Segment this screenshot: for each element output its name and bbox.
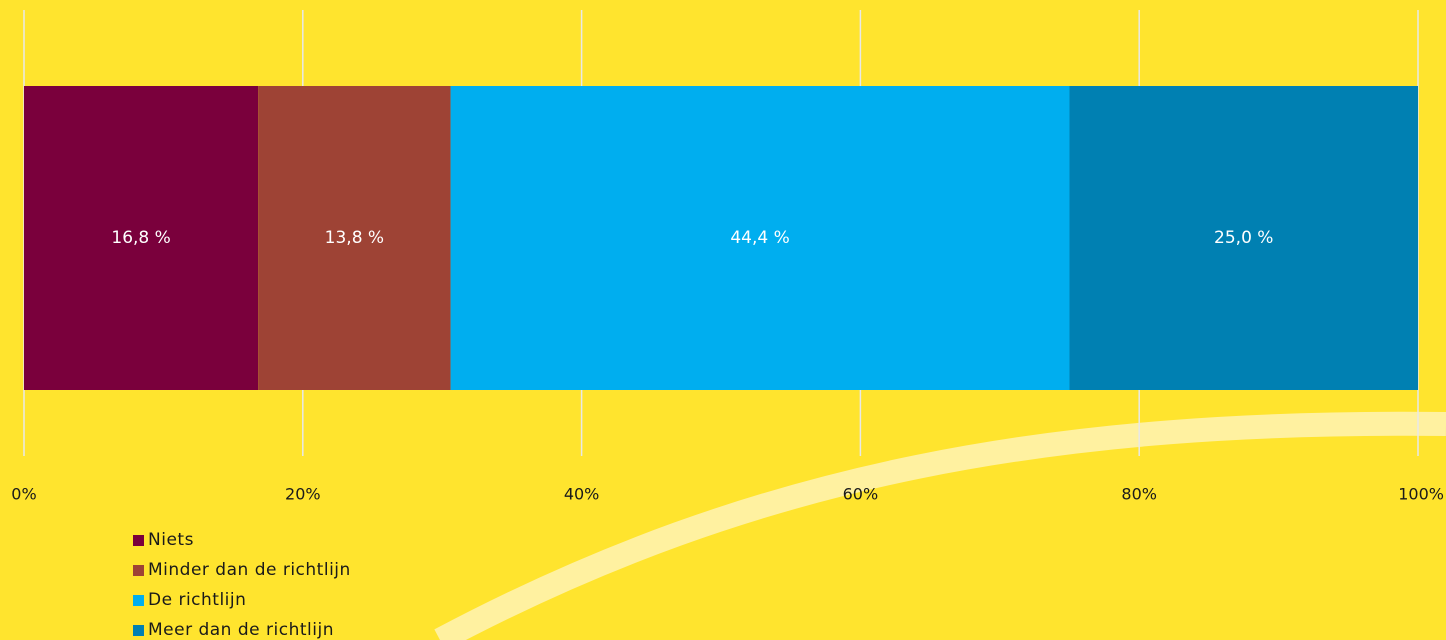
x-tick-label-100pct: 100% [1398, 485, 1444, 504]
legend-swatch-de-richtlijn [133, 594, 144, 606]
x-axis-tick-labels: 0% 20% 40% 60% 80% 100% [11, 485, 1444, 504]
legend-item-minder-dan-de-richtlijn: Minder dan de richtlijn [133, 555, 351, 585]
legend-item-niets: Niets [133, 525, 351, 555]
bar-segment-minder-dan-de-richtlijn [258, 86, 451, 390]
legend-swatch-minder-dan-de-richtlijn [133, 564, 144, 576]
decorative-swoosh [434, 411, 1446, 640]
x-tick-label-0pct: 0% [11, 485, 36, 504]
bar-value-label-de-richtlijn: 44,4 % [730, 228, 789, 248]
bar-segment-de-richtlijn [450, 86, 1070, 390]
bar-value-label-meer-dan-de-richtlijn: 25,0 % [1214, 228, 1273, 248]
bar-value-labels: 16,8 % 13,8 % 44,4 % 25,0 % [111, 228, 1273, 248]
bar-segments [24, 86, 1418, 390]
legend-label-minder-dan-de-richtlijn: Minder dan de richtlijn [148, 560, 351, 580]
legend-swatch-niets [133, 534, 144, 546]
legend-label-niets: Niets [148, 530, 194, 550]
legend-label-de-richtlijn: De richtlijn [148, 590, 247, 610]
bar-value-label-niets: 16,8 % [111, 228, 170, 248]
x-tick-label-40pct: 40% [564, 485, 600, 504]
legend: Niets Minder dan de richtlijn De richtlijn… [133, 525, 351, 640]
bar-segment-meer-dan-de-richtlijn [1069, 86, 1418, 390]
legend-item-meer-dan-de-richtlijn: Meer dan de richtlijn [133, 615, 351, 640]
legend-swatch-meer-dan-de-richtlijn [133, 624, 144, 636]
x-tick-label-20pct: 20% [285, 485, 321, 504]
x-tick-label-80pct: 80% [1121, 485, 1157, 504]
bar-value-label-minder-dan-de-richtlijn: 13,8 % [325, 228, 384, 248]
legend-item-de-richtlijn: De richtlijn [133, 585, 351, 615]
bar-segment-niets [24, 86, 259, 390]
x-tick-label-60pct: 60% [843, 485, 879, 504]
legend-label-meer-dan-de-richtlijn: Meer dan de richtlijn [148, 620, 334, 640]
